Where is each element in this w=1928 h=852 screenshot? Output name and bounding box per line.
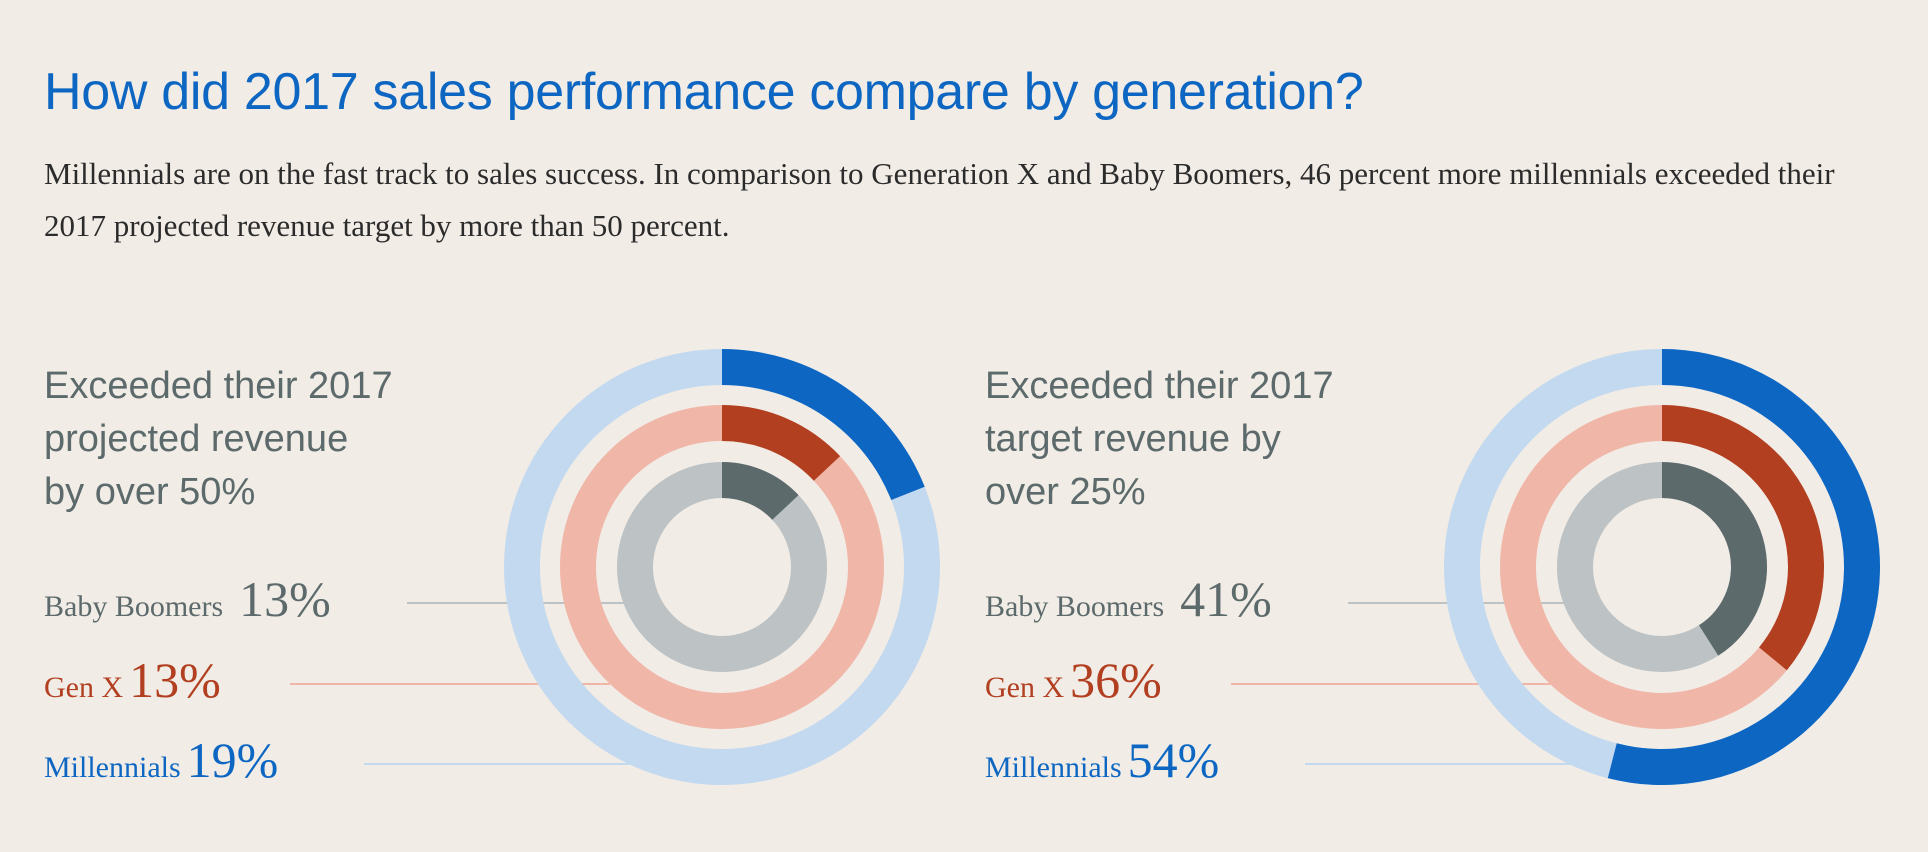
legend-label: Millennials — [985, 751, 1122, 784]
chart-1-leader-baby-boomers — [407, 602, 625, 604]
chart-2-leader-baby-boomers — [1348, 602, 1565, 604]
legend-value: 36% — [1070, 652, 1162, 708]
legend-label: Baby Boomers — [985, 590, 1165, 623]
legend-label: Millennials — [44, 751, 181, 784]
legend-label: Gen X — [985, 671, 1065, 704]
chart-2-bar-gen-x — [1662, 405, 1824, 671]
chart-2-legend-baby-boomers: Baby Boomers 41% — [985, 570, 1272, 628]
chart-1-heading-line: by over 50% — [44, 471, 256, 513]
chart-2-bar-millennials — [1607, 349, 1880, 786]
legend-value: 13% — [129, 652, 221, 708]
chart-2-leader-gen-x — [1231, 683, 1551, 685]
chart-2-track-gen-x — [1500, 405, 1824, 729]
chart-1-legend-gen-x: Gen X 13% — [44, 651, 221, 709]
chart-2-heading-line: over 25% — [985, 471, 1146, 513]
page-subtitle: Millennials are on the fast track to sal… — [44, 156, 1835, 243]
chart-2-track-baby-boomers — [1557, 462, 1767, 672]
chart-2-bar-baby-boomers — [1662, 462, 1767, 656]
chart-1-leader-millennials — [364, 763, 630, 765]
chart-2-legend-gen-x: Gen X 36% — [985, 651, 1162, 709]
chart-1-legend-millennials: Millennials 19% — [44, 731, 278, 789]
chart-2-track-millennials — [1444, 349, 1880, 785]
legend-value: 41% — [1180, 571, 1272, 627]
chart-1-bar-millennials — [722, 349, 925, 501]
chart-1-track-millennials — [504, 349, 940, 785]
chart-2-heading-line: target revenue by — [985, 418, 1281, 460]
chart-1-leader-gen-x — [290, 683, 610, 685]
chart-2-leader-millennials — [1305, 763, 1571, 765]
chart-2-heading-line: Exceeded their 2017 — [985, 365, 1334, 407]
chart-1-track-baby-boomers — [617, 462, 827, 672]
legend-value: 19% — [186, 732, 279, 788]
chart-2-heading: Exceeded their 2017 target revenue by ov… — [985, 360, 1334, 519]
legend-label: Gen X — [44, 671, 124, 704]
chart-1-bar-gen-x — [722, 405, 841, 481]
legend-label: Baby Boomers — [44, 590, 224, 623]
legend-value: 54% — [1127, 732, 1220, 788]
chart-1-heading: Exceeded their 2017 projected revenue by… — [44, 360, 393, 519]
legend-value: 13% — [239, 571, 331, 627]
chart-2-legend-millennials: Millennials 54% — [985, 731, 1219, 789]
chart-1-heading-line: Exceeded their 2017 — [44, 365, 393, 407]
chart-1-bar-baby-boomers — [722, 462, 799, 520]
chart-1-legend-baby-boomers: Baby Boomers 13% — [44, 570, 331, 628]
page-title: How did 2017 sales performance compare b… — [44, 63, 1364, 121]
chart-1-track-gen-x — [560, 405, 884, 729]
chart-1-heading-line: projected revenue — [44, 418, 349, 460]
